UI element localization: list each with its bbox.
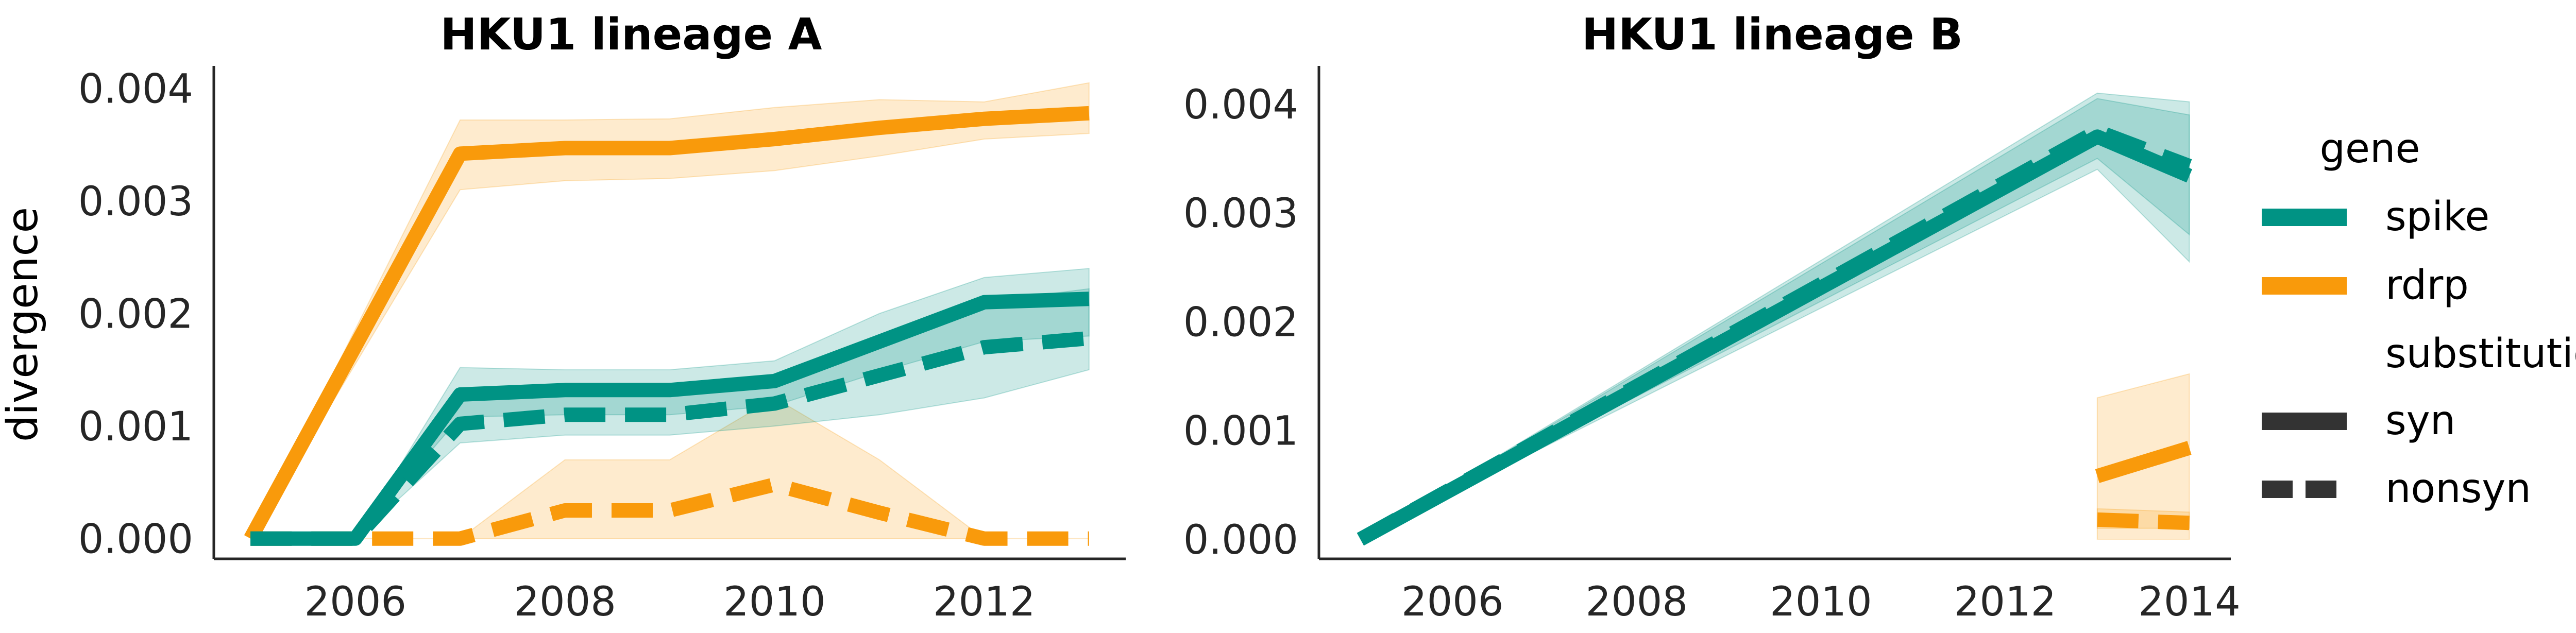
series-line-spike-syn [250, 292, 1090, 546]
x-tick-label: 2008 [1586, 579, 1688, 625]
series-line-spike-nonsyn [250, 331, 1090, 546]
y-tick-label: 0.001 [78, 404, 193, 450]
data-point-rdrp-syn [669, 148, 670, 149]
legend-label-rdrp: rdrp [2385, 262, 2469, 309]
x-tick-label: 2006 [304, 579, 406, 625]
data-point-spike-nonsyn [879, 375, 880, 376]
series-line-rdrp-nonsyn [2097, 512, 2190, 531]
data-point-rdrp-nonsyn [460, 538, 461, 539]
data-point-rdrp-nonsyn [2097, 519, 2098, 520]
legend: gene spike rdrp substitution syn nonsyn [2262, 126, 2576, 512]
data-point-rdrp-syn [774, 139, 775, 140]
y-tick-label: 0.003 [78, 179, 193, 225]
data-point-spike-syn [1089, 298, 1090, 299]
data-point-rdrp-nonsyn [669, 510, 670, 511]
data-point-rdrp-syn [984, 118, 985, 119]
data-point-rdrp-syn [565, 148, 566, 149]
x-tick-labels-lineage-b: 2006 2008 2010 2012 2014 [1401, 579, 2241, 625]
chart-title-lineage-a: HKU1 lineage A [440, 9, 822, 60]
legend-label-syn: syn [2385, 398, 2455, 444]
data-point-spike-nonsyn [669, 414, 670, 415]
x-tick-label: 2012 [933, 579, 1036, 625]
data-point-rdrp-nonsyn [774, 484, 775, 485]
chart-title-lineage-b: HKU1 lineage B [1582, 9, 1963, 60]
data-point-rdrp-nonsyn [2189, 522, 2190, 523]
y-axis-label: divergence [0, 207, 47, 442]
x-tick-label: 2012 [1954, 579, 2057, 625]
data-point-spike-syn [879, 341, 880, 342]
y-tick-label: 0.000 [78, 517, 193, 563]
y-tick-label: 0.002 [78, 292, 193, 338]
data-point-spike-syn [984, 302, 985, 303]
data-point-spike-nonsyn [1089, 338, 1090, 339]
data-point-rdrp-nonsyn [879, 512, 880, 513]
y-tick-label: 0.000 [1183, 517, 1298, 563]
y-tick-label: 0.002 [1183, 300, 1298, 346]
data-point-rdrp-syn [2189, 448, 2190, 449]
data-point-spike-syn [2097, 136, 2098, 137]
series-lines-lineage-a [244, 106, 1090, 546]
x-tick-label: 2006 [1401, 579, 1504, 625]
y-tick-labels-lineage-a: 0.000 0.001 0.002 0.003 0.004 [78, 66, 193, 563]
data-point-spike-nonsyn [355, 538, 356, 539]
x-tick-label: 2008 [514, 579, 616, 625]
data-point-spike-nonsyn [250, 538, 251, 539]
x-tick-labels-lineage-a: 2006 2008 2010 2012 [304, 579, 1035, 625]
data-point-spike-nonsyn [460, 423, 461, 424]
data-point-spike-syn [774, 381, 775, 382]
y-tick-label: 0.001 [1183, 408, 1298, 455]
data-point-rdrp-syn [460, 153, 461, 154]
x-tick-label: 2010 [723, 579, 826, 625]
data-point-rdrp-syn [879, 127, 880, 128]
data-point-spike-syn [565, 389, 566, 390]
x-tick-label: 2010 [1770, 579, 1872, 625]
series-line-rdrp-syn [2095, 441, 2192, 483]
series-line-rdrp-syn [244, 106, 1090, 542]
y-tick-label: 0.003 [1183, 191, 1298, 237]
data-point-rdrp-nonsyn [565, 510, 566, 511]
ci-band-rdrp-syn [250, 82, 1090, 539]
y-tick-labels-lineage-b: 0.000 0.001 0.002 0.003 0.004 [1183, 82, 1298, 563]
data-point-spike-syn [2189, 175, 2190, 176]
y-tick-label: 0.004 [1183, 82, 1298, 128]
chart-panel-lineage-b: HKU1 lineage B 0.000 0.001 0.002 0.003 0.004… [1183, 9, 2241, 625]
data-point-spike-syn [460, 394, 461, 395]
data-point-spike-syn [669, 389, 670, 390]
data-point-rdrp-nonsyn [984, 538, 985, 539]
series-line-rdrp-nonsyn [250, 477, 1089, 546]
ci-band-rdrp-nonsyn [250, 397, 1089, 539]
data-point-rdrp-syn [1089, 113, 1090, 114]
data-point-spike-nonsyn [2189, 165, 2190, 166]
legend-label-nonsyn: nonsyn [2385, 466, 2531, 512]
series-lines-lineage-b [1357, 124, 2192, 546]
chart-panel-lineage-a: HKU1 lineage A divergence 0.0000.0010.00… [0, 9, 1126, 625]
data-point-spike-nonsyn [565, 414, 566, 415]
data-point-spike-nonsyn [984, 347, 985, 348]
legend-section-gene: gene [2320, 126, 2420, 172]
series-line-spike-syn [1357, 129, 2192, 546]
data-point-spike-nonsyn [774, 403, 775, 404]
data-point-rdrp-syn [2097, 475, 2098, 476]
x-tick-label: 2014 [2138, 579, 2241, 625]
data-point-rdrp-nonsyn [1089, 538, 1090, 539]
data-point-spike-syn [1360, 539, 1361, 540]
y-tick-label: 0.004 [78, 66, 193, 113]
legend-section-substitution: substitution [2385, 331, 2576, 377]
legend-label-spike: spike [2385, 194, 2489, 240]
